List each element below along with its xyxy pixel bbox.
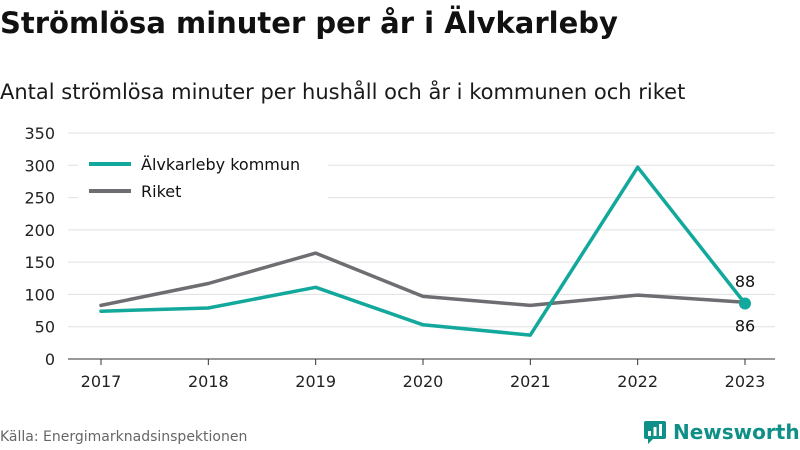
data-point xyxy=(636,293,640,297)
data-point xyxy=(528,333,532,337)
axis-layer: 0 50 100 150 200 250 300 350 2017 2018 2019 2020 202… xyxy=(24,124,765,391)
newsworthy-logo-icon xyxy=(644,421,666,444)
x-tick-label: 2022 xyxy=(617,372,658,391)
y-tick-label: 150 xyxy=(24,253,55,272)
y-tick-label: 350 xyxy=(24,124,55,143)
data-point xyxy=(99,303,103,307)
brand-name: Newsworthy xyxy=(673,420,800,444)
x-tick-label: 2018 xyxy=(188,372,229,391)
x-tick-label: 2019 xyxy=(295,372,336,391)
legend-label: Älvkarleby kommun xyxy=(141,155,300,174)
source-note: Källa: Energimarknadsinspektionen xyxy=(0,429,248,445)
data-point xyxy=(314,251,318,255)
data-point xyxy=(314,285,318,289)
y-tick-label: 300 xyxy=(24,156,55,175)
x-tick-label: 2023 xyxy=(725,372,766,391)
annotation-layer: 88 86 xyxy=(735,272,755,335)
data-label: 88 xyxy=(735,272,755,291)
legend: Älvkarleby kommun Riket xyxy=(78,148,328,202)
data-point xyxy=(206,306,210,310)
data-point xyxy=(421,294,425,298)
series-layer xyxy=(99,165,751,337)
x-tick-label: 2020 xyxy=(403,372,444,391)
x-tick-label: 2017 xyxy=(81,372,122,391)
y-tick-label: 200 xyxy=(24,221,55,240)
data-point xyxy=(99,309,103,313)
chart-title: Strömlösa minuter per år i Älvkarleby xyxy=(0,6,618,40)
y-tick-label: 50 xyxy=(35,318,55,337)
data-point xyxy=(421,323,425,327)
chart-subtitle: Antal strömlösa minuter per hushåll och … xyxy=(0,80,686,104)
x-tick-label: 2021 xyxy=(510,372,551,391)
data-label: 86 xyxy=(735,316,755,335)
end-point-marker xyxy=(739,297,751,310)
y-tick-label: 0 xyxy=(45,350,55,369)
newsworthy-logo: Newsworthy xyxy=(643,419,800,445)
y-tick-label: 100 xyxy=(24,285,55,304)
data-point xyxy=(528,303,532,307)
line-chart: 0 50 100 150 200 250 300 350 2017 2018 2019 2020 202… xyxy=(24,124,775,391)
y-tick-label: 250 xyxy=(24,189,55,208)
data-point xyxy=(206,281,210,285)
legend-label: Riket xyxy=(141,182,181,201)
data-point xyxy=(636,165,640,169)
